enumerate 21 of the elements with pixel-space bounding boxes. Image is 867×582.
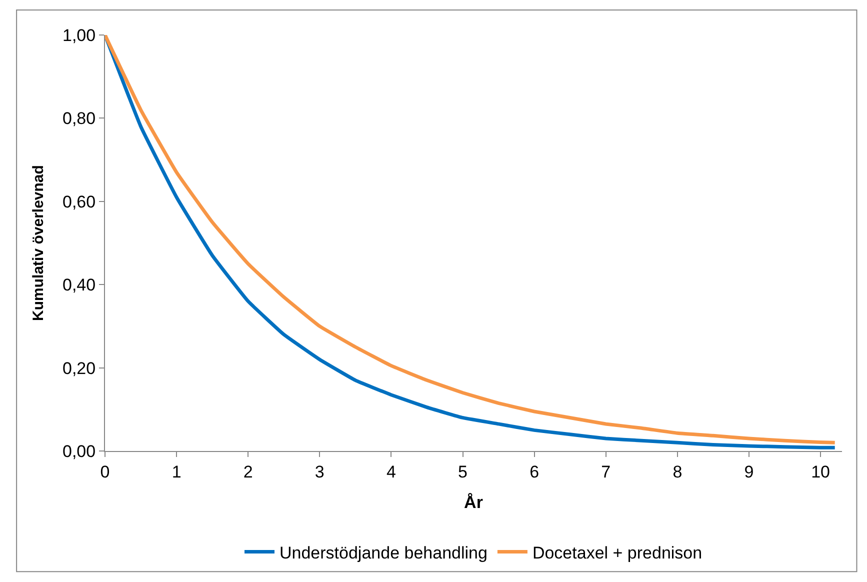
y-tick-label: 1,00 bbox=[62, 26, 96, 45]
x-tick-label: 9 bbox=[744, 462, 754, 482]
y-tick-label: 0,80 bbox=[62, 109, 96, 128]
x-tick-label: 4 bbox=[386, 462, 396, 482]
y-tick-label: 0,00 bbox=[62, 442, 96, 461]
x-tick-label: 1 bbox=[172, 462, 182, 482]
x-axis-title: År bbox=[464, 492, 484, 512]
x-tick-label: 5 bbox=[458, 462, 468, 482]
x-tick-label: 10 bbox=[811, 462, 830, 482]
y-tick-label: 0,40 bbox=[62, 276, 96, 295]
y-tick-label: 0,20 bbox=[62, 358, 96, 378]
x-tick-label: 2 bbox=[243, 462, 253, 482]
x-tick-label: 6 bbox=[530, 462, 540, 482]
y-tick-label: 0,60 bbox=[62, 192, 96, 212]
y-axis-title: Kumulativ överlevnad bbox=[30, 165, 47, 321]
x-tick-label: 7 bbox=[601, 462, 611, 482]
legend-label: Docetaxel + prednison bbox=[532, 543, 702, 562]
x-tick-label: 3 bbox=[314, 462, 324, 482]
legend-label: Understödjande behandling bbox=[280, 543, 488, 562]
x-tick-label: 8 bbox=[672, 462, 682, 482]
x-tick-label: 0 bbox=[100, 462, 110, 482]
